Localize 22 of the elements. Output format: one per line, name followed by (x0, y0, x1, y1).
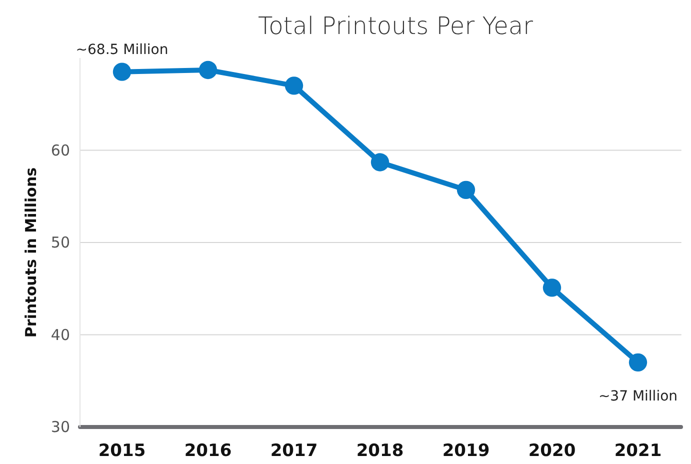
x-tick-label: 2021 (614, 441, 662, 461)
y-axis-title: Printouts in Millions (22, 167, 40, 338)
point (284, 76, 304, 95)
point (628, 353, 648, 372)
x-tick-label: 2019 (442, 441, 490, 461)
point (198, 60, 218, 80)
annotation: ~37 Million (598, 388, 678, 404)
point (542, 278, 562, 297)
x-tick-label: 2015 (98, 441, 146, 461)
point (456, 180, 476, 199)
y-tick-label: 60 (50, 141, 70, 160)
x-tick-label: 2020 (528, 441, 576, 461)
x-tick-label: 2018 (356, 441, 404, 461)
point (370, 153, 390, 172)
chart-title: Total Printouts Per Year (258, 12, 534, 40)
x-tick-label: 2016 (184, 441, 232, 461)
y-tick-label: 50 (50, 234, 70, 252)
y-tick-label: 40 (50, 326, 70, 344)
x-tick-label: 2017 (270, 441, 318, 461)
annotation: ~68.5 Million (76, 42, 168, 58)
point (112, 62, 132, 81)
y-tick-label: 30 (50, 418, 70, 436)
